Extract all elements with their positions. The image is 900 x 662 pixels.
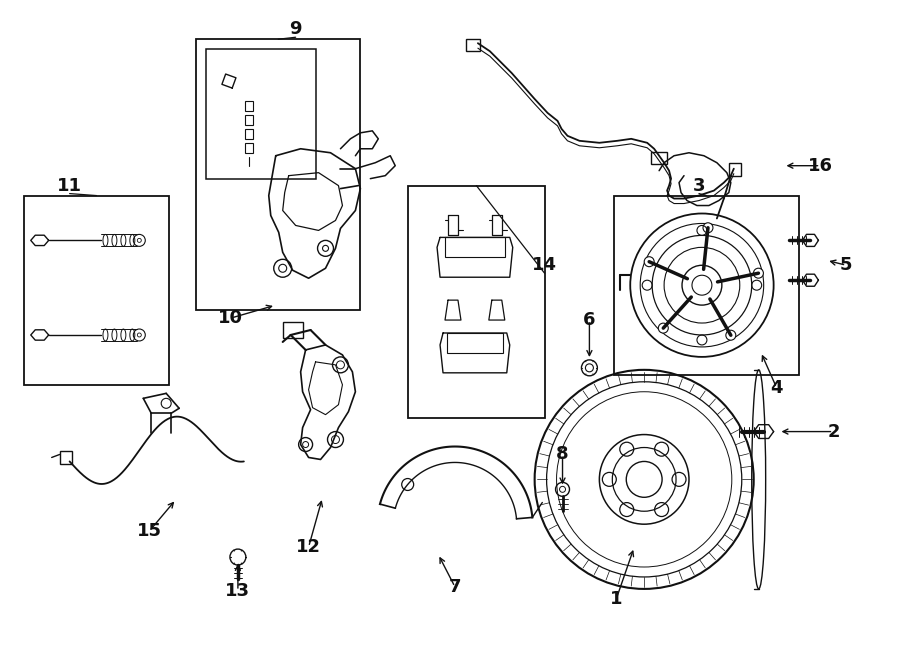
Text: 7: 7	[449, 578, 461, 596]
Bar	[729, 163, 741, 175]
Text: 9: 9	[290, 21, 302, 38]
Text: 2: 2	[827, 422, 840, 441]
Text: 16: 16	[808, 157, 833, 175]
Bar	[23, 195, 169, 385]
Circle shape	[725, 330, 736, 340]
Bar	[245, 143, 253, 153]
Bar	[245, 115, 253, 125]
Text: 13: 13	[225, 582, 250, 600]
Bar	[447, 333, 503, 353]
Text: 12: 12	[296, 538, 321, 556]
Text: 10: 10	[219, 309, 243, 327]
Text: 6: 6	[583, 311, 596, 329]
Bar	[652, 152, 667, 164]
Text: 5: 5	[840, 256, 852, 274]
Bar	[245, 129, 253, 139]
Circle shape	[753, 268, 763, 278]
Circle shape	[703, 223, 713, 233]
Bar	[615, 195, 798, 375]
Circle shape	[644, 257, 654, 267]
Bar	[196, 39, 360, 310]
Bar	[283, 322, 302, 338]
Bar	[245, 101, 253, 111]
Circle shape	[658, 323, 669, 333]
Bar	[206, 49, 316, 179]
Text: 1: 1	[610, 590, 623, 608]
Text: 11: 11	[57, 177, 82, 195]
Text: 8: 8	[556, 446, 569, 463]
Bar	[409, 185, 544, 418]
Text: 4: 4	[770, 379, 783, 397]
Text: 14: 14	[532, 256, 557, 274]
Bar	[466, 39, 480, 51]
Text: 15: 15	[137, 522, 162, 540]
Text: 3: 3	[693, 177, 706, 195]
Bar	[59, 451, 72, 465]
Bar	[445, 238, 505, 258]
